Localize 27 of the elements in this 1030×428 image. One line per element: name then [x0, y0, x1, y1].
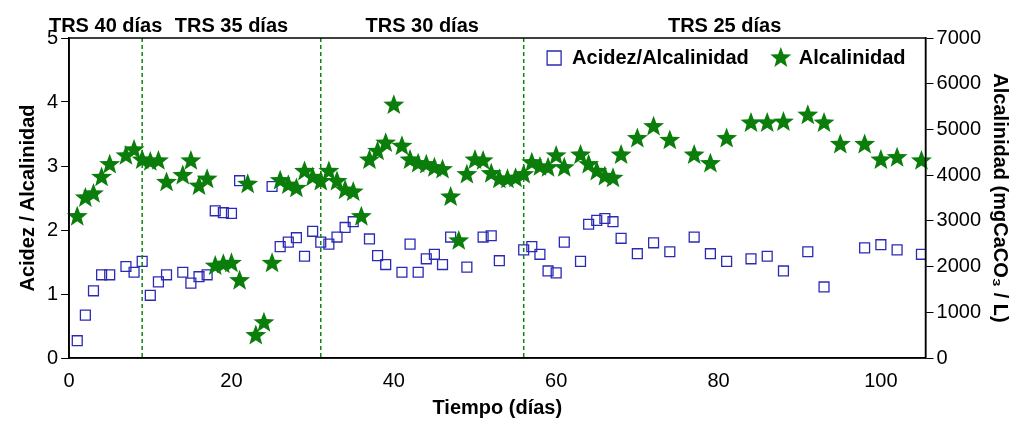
legend-label: Acidez/Alcalinidad [572, 45, 749, 68]
text: TRS 35 días [174, 13, 289, 36]
y2-tick-label: 1000 [936, 299, 982, 322]
y2-tick-label: 5000 [936, 116, 982, 139]
text: TRS 25 días [667, 13, 782, 36]
y-tick-label: 0 [47, 345, 59, 368]
y-tick-label: 1 [47, 281, 59, 304]
y-tick-label: 2 [47, 217, 59, 240]
text: TRS 30 días [365, 13, 479, 36]
y2-tick-label: 7000 [936, 25, 982, 48]
y-axis-title: Acidez / Alcalinidad [15, 104, 38, 292]
y-tick-label: 3 [47, 153, 59, 176]
y2-tick-label: 0 [936, 345, 948, 368]
x-axis-title: Tiempo (días) [432, 395, 563, 418]
x-tick-label: 0 [63, 368, 75, 391]
x-tick-label: 80 [707, 368, 730, 391]
legend-label: Alcalinidad [798, 45, 906, 68]
x-tick-label: 40 [382, 368, 405, 391]
y2-tick-label: 6000 [936, 71, 982, 94]
y2-tick-label: 3000 [936, 208, 982, 231]
y2-tick-label: 2000 [936, 254, 982, 277]
y-tick-label: 4 [47, 89, 59, 112]
x-tick-label: 20 [220, 368, 243, 391]
y2-tick-label: 4000 [936, 162, 982, 185]
y2-axis-title: Alcalinidad (mgCaCO₃ / L) [990, 73, 1013, 323]
x-tick-label: 100 [864, 368, 898, 391]
x-tick-label: 60 [545, 368, 568, 391]
